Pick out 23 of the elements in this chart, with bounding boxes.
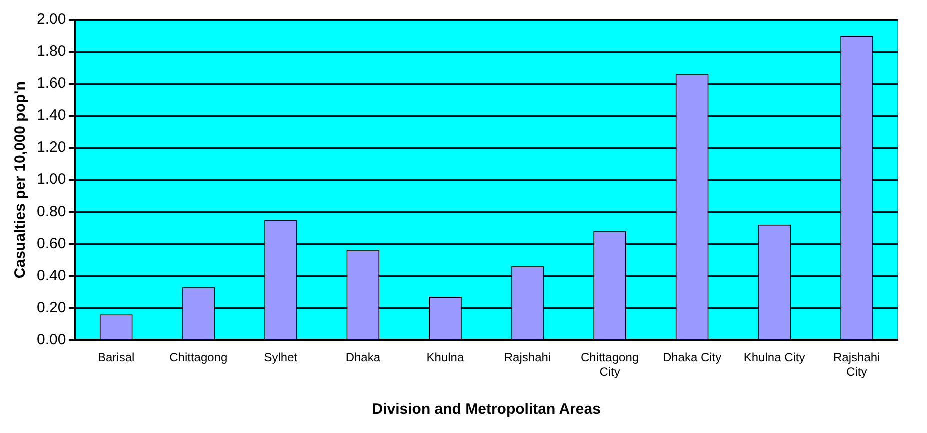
- y-tick-label: 0.40: [36, 267, 66, 284]
- y-tick-label: 0.00: [36, 331, 66, 348]
- x-tick-label: Dhaka: [346, 350, 381, 365]
- x-tick-label: Dhaka City: [662, 350, 722, 365]
- x-tick-label: Barisal: [98, 350, 135, 365]
- x-tick-label: Khulna City: [744, 350, 806, 365]
- x-tick-label: Chittagong City: [580, 350, 640, 380]
- y-tick-label: 1.40: [36, 107, 66, 124]
- y-tick-label: 2.00: [36, 11, 66, 28]
- x-tick-label: Chittagong: [170, 350, 228, 365]
- y-tick-label: 1.80: [36, 43, 66, 60]
- y-tick-label: 1.20: [36, 139, 66, 156]
- y-tick-label: 1.00: [36, 171, 66, 188]
- y-axis-title: Casualties per 10,000 pop'n: [12, 82, 30, 279]
- x-tick-label: Rajshahi: [504, 350, 552, 365]
- x-tick-label: Rajshahi City: [834, 350, 880, 380]
- y-tick-label: 0.20: [36, 299, 66, 316]
- x-tick-label: Sylhet: [264, 350, 298, 365]
- y-tick-label: 1.60: [36, 75, 66, 92]
- y-tick-label: 0.60: [36, 235, 66, 252]
- y-tick-label: 0.80: [36, 203, 66, 220]
- x-axis-title: Division and Metropolitan Areas: [372, 401, 601, 418]
- x-tick-label: Khulna: [426, 350, 464, 365]
